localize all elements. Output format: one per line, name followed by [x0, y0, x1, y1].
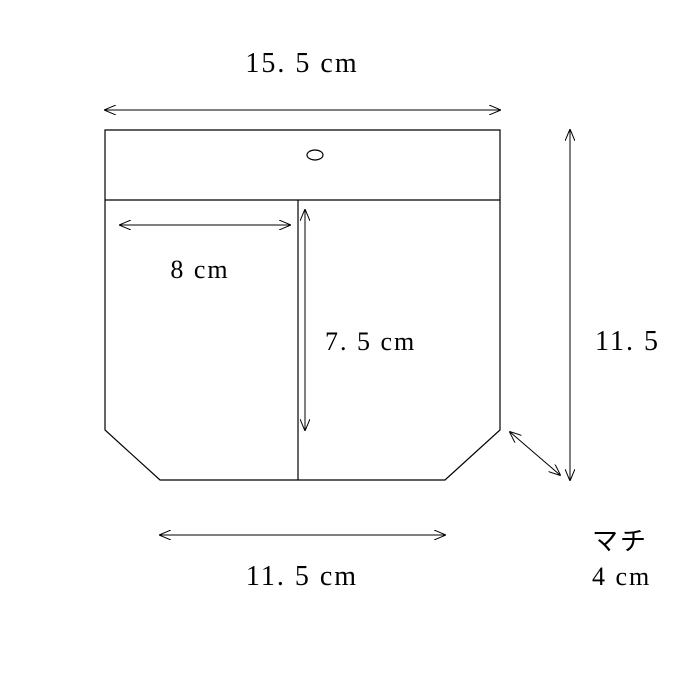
- dim-pocket-width-label: 8 cm: [170, 255, 229, 284]
- bag-outline: [105, 130, 500, 480]
- dim-gusset-value: 4 cm: [592, 562, 651, 591]
- dim-gusset-label: マチ: [592, 527, 648, 556]
- dim-top-width: 15. 5 cm: [105, 48, 500, 110]
- dim-gusset: マチ 4 cm: [510, 432, 651, 591]
- dim-pocket-height-label: 7. 5 cm: [325, 327, 416, 356]
- dim-pocket-width: 8 cm: [120, 225, 290, 284]
- dim-right-height: 11. 5: [570, 130, 660, 480]
- dim-right-height-label: 11. 5: [595, 326, 660, 357]
- dimension-diagram: 15. 5 cm 11. 5 cm 11. 5 8 cm 7. 5 cm マチ …: [0, 0, 680, 680]
- dim-pocket-height: 7. 5 cm: [305, 210, 416, 430]
- dim-bottom-width-label: 11. 5 cm: [246, 561, 358, 592]
- dim-top-width-label: 15. 5 cm: [245, 48, 358, 79]
- snap-icon: [307, 150, 323, 160]
- dim-bottom-width: 11. 5 cm: [160, 535, 445, 592]
